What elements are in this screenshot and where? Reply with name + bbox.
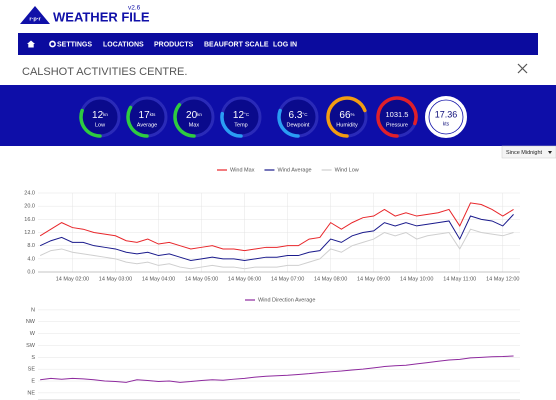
nav-item[interactable]: PRODUCTS	[154, 41, 194, 48]
nav-item[interactable]: SETTINGS	[57, 41, 92, 48]
legend-label: Wind Average	[277, 167, 311, 173]
gauge-value: 12kn	[92, 110, 108, 121]
nav-item[interactable]: BEAUFORT SCALE	[204, 41, 269, 48]
gauge-unit: kts	[150, 112, 157, 117]
gauge-number: 1031.5	[386, 110, 409, 119]
gauge-number: 6.3	[289, 110, 303, 121]
nav-bar	[18, 33, 538, 55]
x-tick-label: 14 May 10:00	[400, 276, 433, 282]
dropdown-arrow	[548, 151, 552, 154]
legend-label: Wind Low	[335, 167, 359, 173]
station-title: CALSHOT ACTIVITIES CENTRE.	[22, 66, 187, 78]
gauge-arc	[220, 111, 243, 138]
x-tick-label: 14 May 03:00	[99, 276, 132, 282]
logo-triangle	[20, 6, 50, 24]
gauge-label: Humidity	[336, 122, 358, 128]
gauge-label: Average	[137, 122, 157, 128]
y-tick-label: 20.0	[24, 204, 35, 210]
series-line	[40, 355, 514, 383]
y-tick-label: 0.0	[27, 269, 35, 275]
y-tick-label: W	[30, 331, 36, 337]
range-select[interactable]	[501, 145, 556, 159]
gauge-label: Pressure	[386, 122, 408, 128]
gauge-number: 12	[92, 110, 104, 121]
y-tick-label: E	[31, 378, 35, 384]
y-tick-label: 8.0	[27, 243, 35, 249]
gauges: 12knLow17ktsAverage20knMax12°CTemp6.3°CD…	[79, 96, 467, 138]
y-tick-label: 4.0	[27, 256, 35, 262]
series-line	[39, 202, 514, 252]
x-tick-label: 14 May 09:00	[357, 276, 390, 282]
gauge-number: 66	[339, 110, 351, 121]
charts: 0.0 4.0 8.0 12.0 16.0 20.0 24.0 14 May 02:00 14 …	[24, 167, 520, 400]
home-icon[interactable]	[27, 40, 35, 48]
legend-label: Wind Max	[230, 167, 255, 173]
x-tick-label: 14 May 05:00	[185, 276, 218, 282]
gauge-label: Dewpoint	[287, 122, 310, 128]
y-tick-label: SW	[26, 343, 36, 349]
y-tick-label: NW	[26, 319, 36, 325]
y-tick-label: NE	[27, 390, 35, 396]
version: v2.6	[128, 5, 141, 12]
y-tick-label: S	[31, 355, 35, 361]
gauge-value: 66%	[339, 110, 354, 121]
gauge-unit: %	[351, 112, 355, 117]
y-tick-label: SE	[28, 367, 36, 373]
close-button[interactable]	[517, 63, 528, 74]
current-inner	[428, 99, 464, 135]
gauge-value: 6.3°C	[289, 110, 309, 121]
legend-label: Wind Direction Average	[258, 297, 315, 303]
gauge-value: 1031.5	[386, 110, 409, 119]
gauge-label: Low	[95, 122, 105, 128]
y-tick-label: N	[31, 307, 35, 313]
x-tick-label: 14 May 12:00	[486, 276, 519, 282]
gauge-arc	[277, 108, 300, 138]
x-tick-label: 14 May 06:00	[228, 276, 261, 282]
gauge-arc	[126, 105, 149, 138]
y-tick-label: 16.0	[24, 217, 35, 223]
gauge-value: 20kn	[186, 110, 202, 121]
current-value: 17.36	[435, 109, 458, 119]
series-line	[39, 214, 514, 261]
current-ring	[425, 96, 467, 138]
logo-text[interactable]: r·p·r	[29, 16, 41, 22]
gauge-arc	[173, 103, 196, 138]
y-tick-label: 12.0	[24, 230, 35, 236]
gauge-unit: kn	[197, 112, 202, 117]
gauge-arc	[79, 108, 102, 138]
gauge-label: Temp	[234, 122, 247, 128]
x-tick-label: 14 May 08:00	[314, 276, 347, 282]
gauge-number: 20	[186, 110, 198, 121]
nav: SETTINGS LOCATIONS PRODUCTS BEAUFORT SCALE L…	[57, 41, 297, 48]
gauge-number: 12	[233, 110, 245, 121]
gear-icon	[49, 40, 56, 48]
nav-item[interactable]: LOCATIONS	[103, 41, 144, 48]
gauge-value: 17kts	[139, 110, 157, 121]
x-tick-label: 14 May 02:00	[56, 276, 89, 282]
gauge-arc	[326, 96, 367, 138]
x-tick-label: 14 May 11:00	[443, 276, 476, 282]
gauge-unit: kn	[103, 112, 108, 117]
current-unit: kts	[443, 121, 450, 127]
y-tick-label: 24.0	[24, 190, 35, 196]
gauge-unit: °C	[302, 112, 308, 117]
gauge-arc	[376, 96, 418, 138]
gauge-unit: °C	[244, 112, 250, 117]
nav-item[interactable]: LOG IN	[273, 41, 297, 48]
x-tick-label: 14 May 04:00	[142, 276, 175, 282]
series-line	[39, 228, 514, 270]
gauge-value: 12°C	[233, 110, 250, 121]
range-select-text[interactable]: Since Midnight	[506, 150, 543, 156]
gauge-number: 17	[139, 110, 151, 121]
gauge-label: Max	[189, 122, 200, 128]
brand[interactable]: WEATHER FILE	[53, 9, 150, 24]
x-tick-label: 14 May 07:00	[271, 276, 304, 282]
